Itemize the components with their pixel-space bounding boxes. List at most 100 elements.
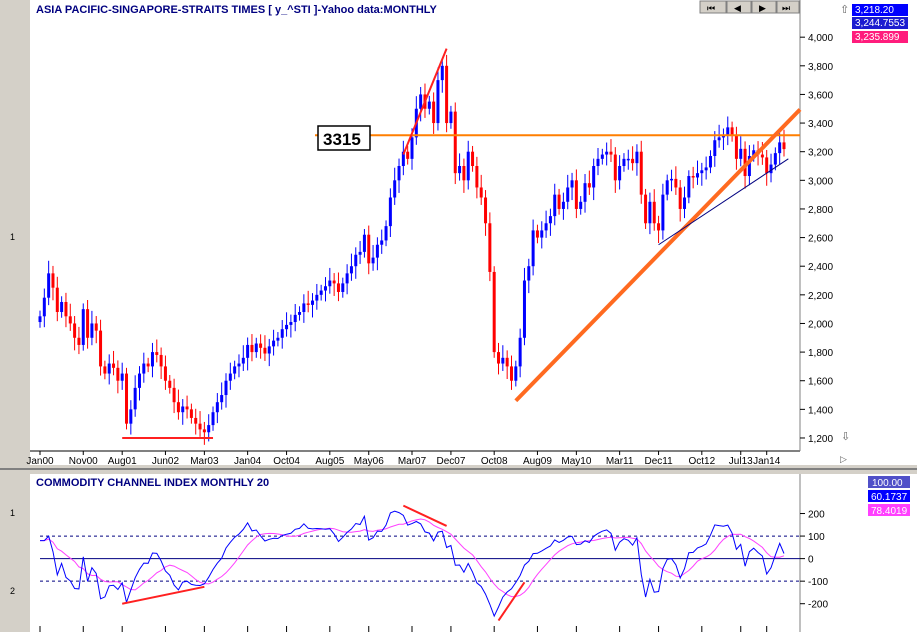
candle [345,264,349,295]
candle [717,124,721,148]
scroll-right-arrow-icon[interactable]: ▷ [840,455,847,465]
candle [471,145,475,172]
candle [721,128,725,150]
candle [349,253,353,281]
upper-badge-2-text: 3,235.899 [855,32,900,43]
lower-badge-1: 60.1737 [868,490,910,503]
lower-pane-number-2: 2 [10,586,15,596]
candle [323,277,327,302]
candle [626,149,630,170]
candle [341,277,345,298]
candle [224,373,228,408]
candle [354,247,358,279]
candle [432,92,436,134]
candle [137,366,141,401]
candle [674,166,678,195]
candle [509,355,513,390]
upper-y-tick-label: 3,600 [808,90,833,101]
candle [492,266,496,358]
lower-badge-2-text: 78.4019 [871,506,908,517]
candle [609,139,613,162]
candle [453,102,457,185]
candle [527,258,531,294]
candle [38,310,42,328]
candle [293,303,297,332]
candle [708,150,712,174]
candle [168,374,172,394]
candle [687,170,691,204]
candle [228,362,232,390]
lower-panel-title: COMMODITY CHANNEL INDEX MONTHLY 20 [36,477,269,489]
candle [587,170,591,195]
candle [613,147,617,193]
candle [142,352,146,383]
candle [505,350,509,380]
candle [362,228,366,258]
upper-x-tick-label: May10 [561,456,591,467]
candle [778,133,782,165]
candle [306,290,310,313]
lower-badge-2: 78.4019 [868,504,910,517]
upper-x-tick-label: Jan14 [753,456,781,467]
nav-prev-button[interactable] [726,0,752,14]
candle [163,355,167,390]
lower-pane-number-1: 1 [10,508,15,518]
nav-next-button[interactable] [751,0,777,14]
candle [726,116,730,146]
upper-y-tick-label: 2,200 [808,291,833,302]
candle [436,67,440,131]
candle [311,293,315,318]
candle [215,393,219,424]
upper-x-tick-label: Nov00 [69,456,98,467]
candle [458,153,462,181]
first-icon: ⏮ [707,4,715,14]
candle [600,148,604,165]
candle [202,421,206,445]
upper-y-tick-label: 1,400 [808,405,833,416]
nav-first-button[interactable] [699,0,727,14]
upper-y-axis: 1,200 1,400 1,600 1,800 2,000 2,200 2,400 2,600… [800,33,833,445]
upper-panel-title: ASIA PACIFIC-SINGAPORE-STRAITS TIMES [ y… [36,4,437,16]
scroll-down-arrow-icon[interactable]: ⇩ [841,430,850,443]
upper-x-tick-label: Oct04 [273,456,300,467]
candle [125,367,129,430]
upper-y-tick-label: 2,800 [808,205,833,216]
upper-badge-0-text: 3,218.20 [855,5,894,16]
candle [419,86,423,122]
thin-trend-line [658,158,789,246]
nav-last-button[interactable] [776,0,800,14]
candle [535,224,539,244]
candle [155,339,159,363]
candle [298,306,302,321]
candle [315,283,319,310]
candle [371,245,375,271]
candle [488,212,492,282]
upper-y-tick-label: 1,200 [808,434,833,445]
candle [194,408,198,435]
candle [120,362,124,390]
candle [254,337,258,358]
cci-divergence-mark [121,585,205,605]
candle [670,169,674,192]
scroll-up-arrow-icon[interactable]: ⇧ [840,3,849,16]
lower-x-ticks [39,626,768,632]
candle [475,156,479,199]
candle [635,144,639,176]
upper-x-tick-label: Mar07 [398,456,427,467]
cci-divergence-mark [402,504,448,527]
lower-badge-1-text: 60.1737 [871,492,908,503]
top-run-mark [402,48,448,155]
candle [566,174,570,210]
cci-divergence-mark [497,581,526,622]
candle [579,196,583,215]
cci-lines-layer [40,504,785,622]
candle [150,342,154,378]
upper-y-tick-label: 4,000 [808,33,833,44]
upper-x-axis: Jan00 Nov00 Aug01 Jun02 Mar03 Jan04 Oct04 Aug05… [26,451,781,467]
candle [449,105,453,129]
candle [146,357,150,373]
candle [285,312,289,337]
candle [445,54,449,133]
upper-y-tick-label: 2,600 [808,234,833,245]
